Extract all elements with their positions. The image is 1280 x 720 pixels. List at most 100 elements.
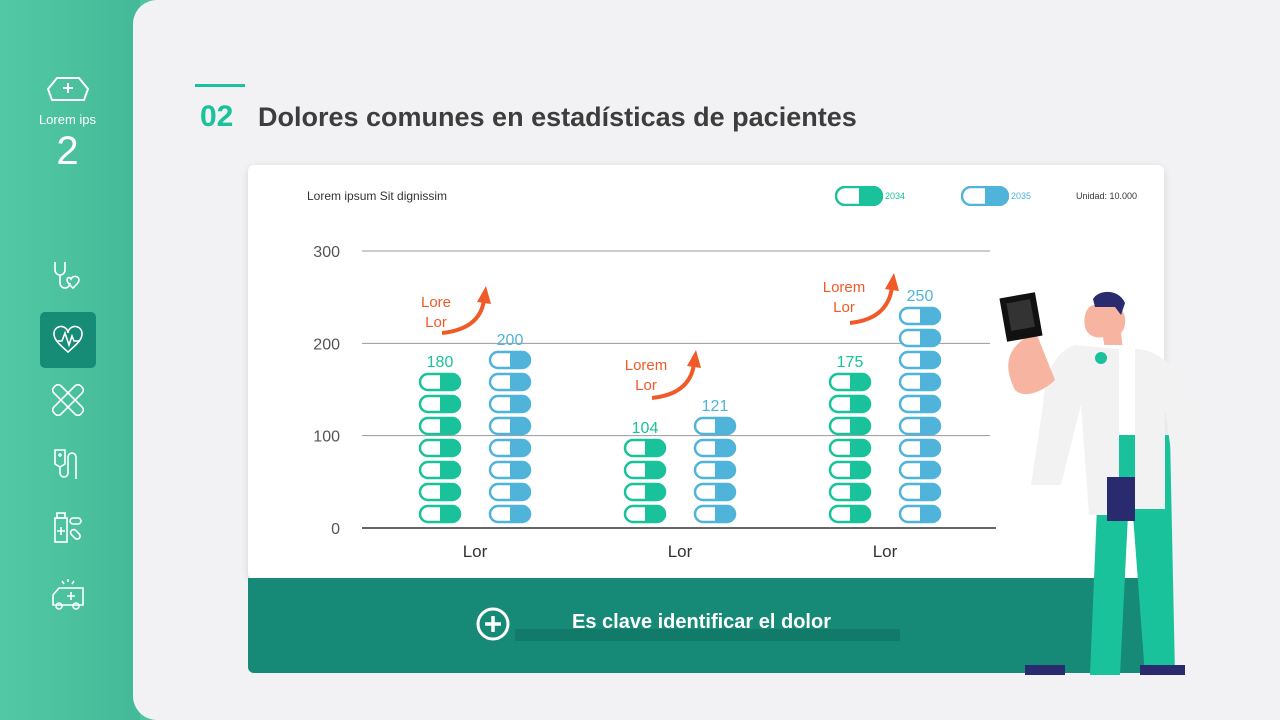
pill-icon bbox=[835, 186, 883, 206]
annotation-text: Lorem bbox=[625, 357, 668, 374]
pill-fill bbox=[850, 374, 870, 390]
pill-fill bbox=[440, 374, 460, 390]
nav-bandage[interactable] bbox=[40, 372, 96, 428]
pill-fill bbox=[440, 462, 460, 478]
legend-2034: 2034 bbox=[835, 186, 905, 206]
pill-fill bbox=[920, 396, 940, 412]
pill-fill bbox=[510, 440, 530, 456]
pill-fill bbox=[440, 506, 460, 522]
heartbeat-icon bbox=[53, 325, 83, 354]
pill-fill bbox=[510, 462, 530, 478]
plus-circle-icon bbox=[476, 607, 510, 641]
pill-fill bbox=[920, 506, 940, 522]
pill-fill bbox=[920, 462, 940, 478]
trend-arrow bbox=[651, 363, 696, 400]
sidebar-header: Lorem ips 2 bbox=[0, 75, 135, 174]
pill-fill bbox=[510, 418, 530, 434]
pill-fill bbox=[440, 484, 460, 500]
nav-heartbeat[interactable] bbox=[40, 312, 96, 368]
x-tick-label: Lor bbox=[463, 542, 488, 561]
data-label: 121 bbox=[702, 398, 729, 415]
pill-fill bbox=[645, 440, 665, 456]
annotation-text: Lorem bbox=[823, 279, 866, 296]
pill-fill bbox=[645, 462, 665, 478]
pill-fill bbox=[850, 440, 870, 456]
pill-fill bbox=[920, 418, 940, 434]
chart-title: Lorem ipsum Sit dignissim bbox=[307, 189, 448, 203]
pill-fill bbox=[715, 506, 735, 522]
nav-medicine[interactable] bbox=[40, 500, 96, 556]
stethoscope-heart-icon bbox=[54, 262, 80, 290]
pill-fill bbox=[715, 418, 735, 434]
trend-arrow bbox=[441, 299, 486, 335]
pill-fill bbox=[510, 374, 530, 390]
banner bbox=[248, 578, 1164, 673]
unit-label: Unidad: 10.000 bbox=[1076, 191, 1138, 201]
trend-arrow-head bbox=[687, 350, 701, 368]
nurse-cap-icon bbox=[46, 77, 89, 101]
pill-fill bbox=[850, 484, 870, 500]
pill-fill bbox=[850, 506, 870, 522]
sidebar-label: Lorem ips bbox=[38, 112, 97, 127]
nav-ambulance[interactable] bbox=[40, 566, 96, 622]
y-tick-label: 200 bbox=[313, 336, 340, 353]
data-label: 250 bbox=[907, 288, 934, 305]
data-label: 180 bbox=[427, 354, 454, 371]
doctor-illustration bbox=[999, 291, 1205, 675]
sidebar: Lorem ips 2 bbox=[0, 0, 140, 720]
iv-drip-icon bbox=[54, 449, 77, 479]
pill-fill bbox=[850, 462, 870, 478]
pill-fill bbox=[920, 308, 940, 324]
data-label: 175 bbox=[837, 354, 864, 371]
annotation-text: Lor bbox=[635, 377, 657, 394]
pill-fill bbox=[645, 506, 665, 522]
pill-fill bbox=[920, 440, 940, 456]
pill-fill bbox=[920, 374, 940, 390]
pill-fill bbox=[645, 484, 665, 500]
x-tick-label: Lor bbox=[873, 542, 898, 561]
legend-label: 2035 bbox=[1011, 191, 1032, 201]
banner-underline bbox=[515, 629, 900, 641]
bandage-icon bbox=[52, 384, 84, 416]
nav-stethoscope[interactable] bbox=[40, 248, 96, 304]
pill-fill bbox=[715, 440, 735, 456]
nav-iv-drip[interactable] bbox=[40, 436, 96, 492]
pill-fill bbox=[440, 396, 460, 412]
medicine-icon bbox=[54, 512, 82, 543]
pill-fill bbox=[920, 484, 940, 500]
title-accent bbox=[195, 84, 245, 87]
pill-fill bbox=[440, 440, 460, 456]
pill-fill bbox=[920, 352, 940, 368]
sidebar-number: 2 bbox=[56, 129, 79, 173]
annotation-text: Lor bbox=[425, 314, 447, 331]
pill-fill bbox=[715, 484, 735, 500]
legend-2035: 2035 bbox=[961, 186, 1031, 206]
trend-arrow bbox=[849, 286, 894, 325]
pill-fill bbox=[510, 396, 530, 412]
y-tick-label: 0 bbox=[331, 521, 340, 538]
x-tick-label: Lor bbox=[668, 542, 693, 561]
pill-icon bbox=[961, 186, 1009, 206]
section-number: 02 bbox=[200, 100, 234, 133]
pill-fill bbox=[440, 418, 460, 434]
annotation-text: Lor bbox=[833, 299, 855, 316]
pill-fill bbox=[510, 352, 530, 368]
trend-arrow-head bbox=[885, 273, 899, 291]
y-tick-label: 300 bbox=[313, 244, 340, 261]
annotation-text: Lore bbox=[421, 294, 451, 311]
data-label: 200 bbox=[497, 332, 524, 349]
page-title: Dolores comunes en estadísticas de pacie… bbox=[258, 102, 857, 132]
trend-arrow-head bbox=[477, 286, 491, 304]
pill-fill bbox=[850, 396, 870, 412]
data-label: 104 bbox=[632, 420, 659, 437]
pill-fill bbox=[510, 506, 530, 522]
pill-fill bbox=[510, 484, 530, 500]
y-tick-label: 100 bbox=[313, 429, 340, 446]
pill-fill bbox=[850, 418, 870, 434]
banner-text: Es clave identificar el dolor bbox=[572, 611, 831, 633]
pill-fill bbox=[920, 330, 940, 346]
ambulance-icon bbox=[52, 579, 84, 610]
pill-fill bbox=[715, 462, 735, 478]
legend-label: 2034 bbox=[885, 191, 906, 201]
